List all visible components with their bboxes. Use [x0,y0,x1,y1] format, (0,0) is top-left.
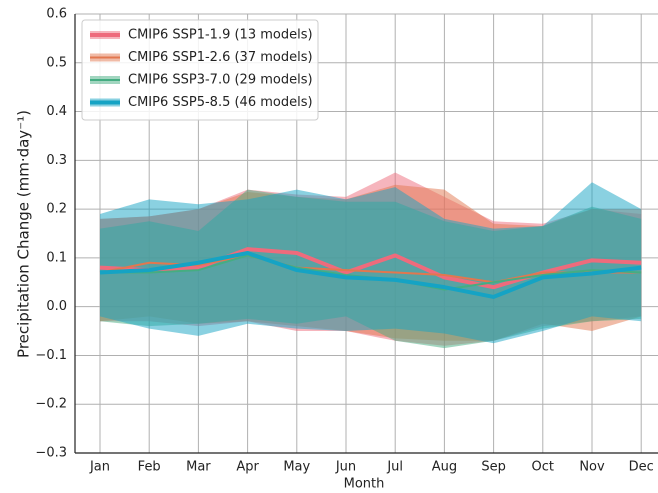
mean-line [99,247,642,290]
legend-label: CMIP6 SSP1-1.9 (13 models) [128,28,313,43]
mean-line [99,251,642,299]
x-tick-label: Oct [532,460,554,475]
y-axis-label: Precipitation Change (mm·day⁻¹) [15,110,33,358]
y-tick-label: 0.0 [46,299,67,314]
y-tick-label: 0.5 [46,55,67,70]
x-tick-label: Jul [386,460,403,475]
x-tick-label: Jan [89,460,110,475]
legend-label: CMIP6 SSP3-7.0 (29 models) [128,73,313,88]
y-tick-label: 0.6 [46,7,67,22]
legend-label: CMIP6 SSP1-2.6 (37 models) [128,50,313,65]
y-tick-label: 0.2 [46,202,67,217]
y-tick-label: −0.3 [35,446,67,461]
y-tick-label: 0.3 [46,153,67,168]
x-tick-label: Dec [629,460,654,475]
x-tick-label: Jun [335,460,356,475]
x-tick-label: Feb [138,460,161,475]
x-tick-label: May [283,460,310,475]
y-tick-label: −0.2 [35,397,67,412]
x-tick-label: Aug [432,460,457,475]
y-tick-label: 0.4 [46,104,67,119]
x-tick-label: Sep [481,460,506,475]
x-tick-label: Mar [186,460,211,475]
y-tick-label: 0.1 [46,250,67,265]
x-axis-label: Month [344,477,385,492]
x-tick-label: Apr [236,460,259,475]
legend-label: CMIP6 SSP5-8.5 (46 models) [128,95,313,110]
x-tick-label: Nov [579,460,605,475]
legend-box [81,19,319,121]
y-tick-label: −0.1 [35,348,67,363]
